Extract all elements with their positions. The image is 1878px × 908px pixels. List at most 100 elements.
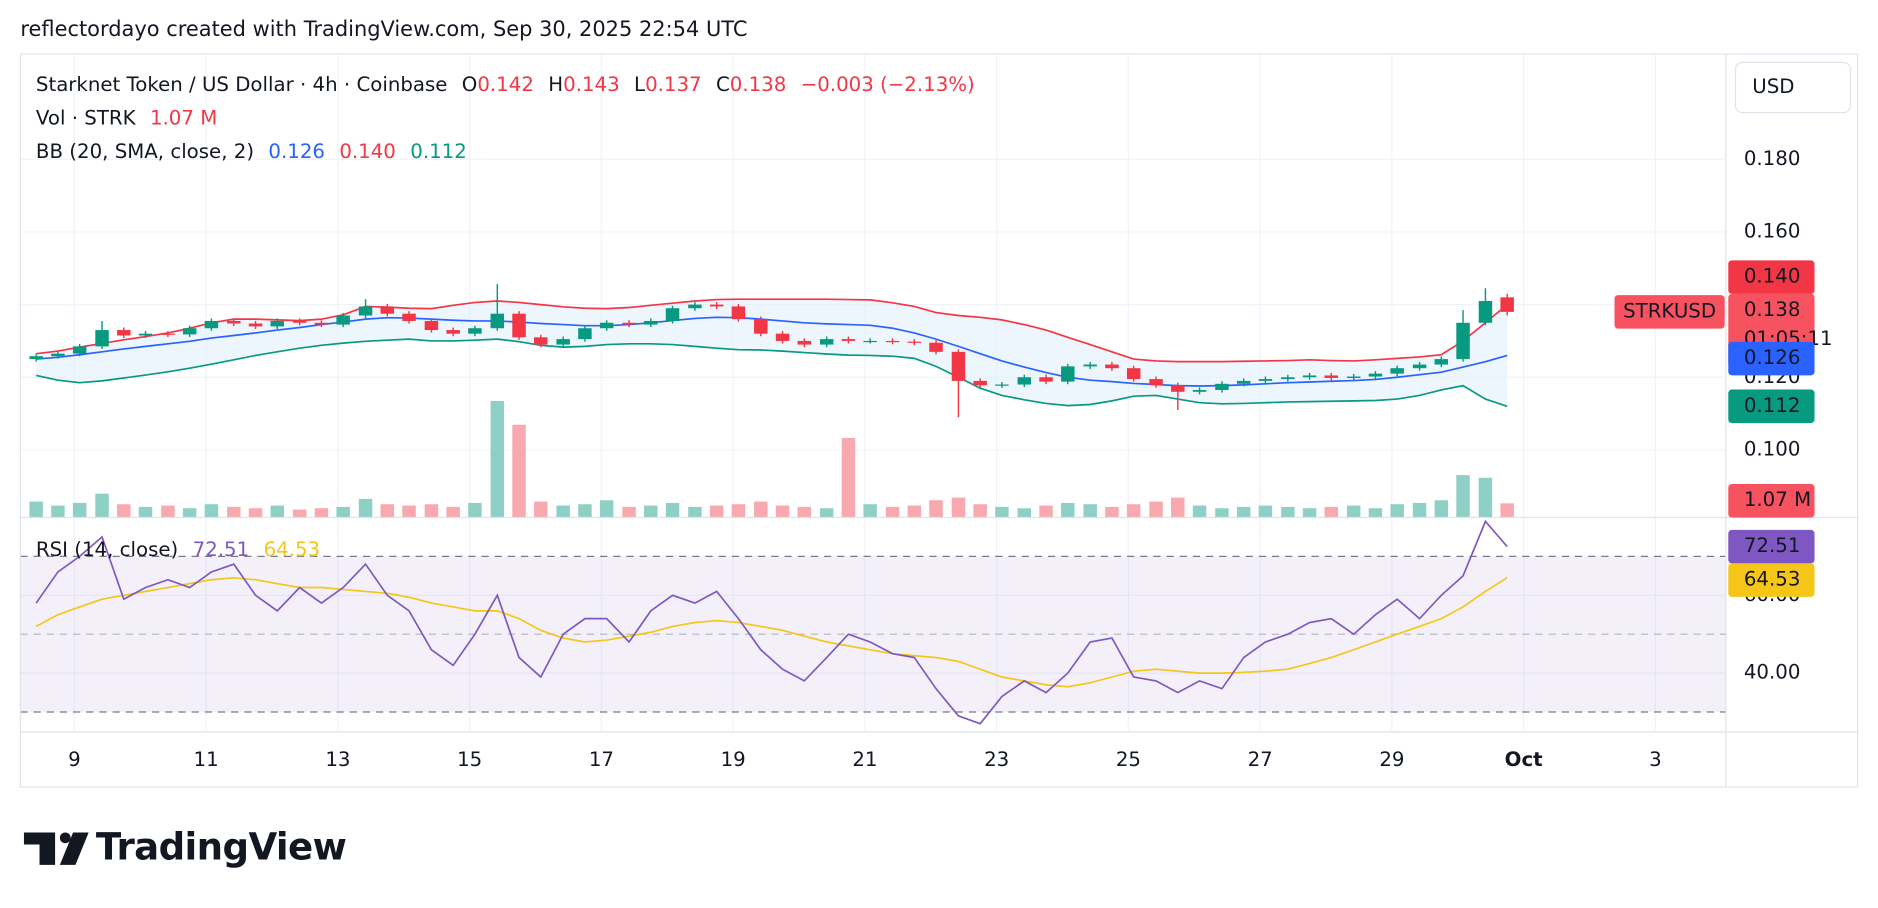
x-tick-label: 21 (852, 748, 877, 771)
candle-body (1456, 322, 1470, 360)
bb-upper-value: 0.140 (339, 140, 396, 163)
chart-frame (19, 53, 1859, 788)
candle-body (1149, 379, 1163, 386)
volume-bar (1324, 506, 1339, 518)
volume-bar (336, 506, 350, 518)
candle-body (599, 322, 614, 329)
volume-bar (754, 501, 768, 518)
volume-bar (512, 424, 526, 518)
volume-bar (622, 506, 636, 518)
candle-body (424, 320, 439, 331)
volume-bar (688, 506, 702, 518)
candle-body (402, 313, 416, 321)
volume-bar (951, 497, 966, 518)
volume-value: 1.07 M (150, 106, 217, 129)
candle-body (314, 322, 329, 325)
bb-basis-value: 0.126 (268, 140, 325, 163)
volume-bar (1017, 508, 1032, 518)
rsi-band (20, 556, 1726, 713)
rsi-pane (20, 519, 1726, 725)
volume-bar (380, 504, 395, 518)
legend-rsi: RSI (14, close) 72.51 64.53 (36, 537, 320, 560)
volume-bar (1061, 502, 1075, 518)
volume-bar (1039, 505, 1053, 518)
x-tick-label: Oct (1505, 748, 1543, 771)
candle-body (1105, 364, 1119, 369)
volume-bar (1478, 477, 1493, 518)
volume-bar (468, 502, 482, 518)
candle-body (819, 339, 834, 345)
x-tick-label: 25 (1116, 748, 1141, 771)
x-tick-label: 3 (1649, 748, 1662, 771)
volume-bar (775, 505, 790, 518)
volume-bar (1368, 508, 1383, 518)
volume-bar (314, 508, 329, 518)
candle-body (292, 320, 307, 323)
candle-body (1061, 366, 1075, 382)
x-tick-label: 9 (68, 748, 81, 771)
x-tick-label: 29 (1379, 748, 1404, 771)
currency-button[interactable] (1734, 61, 1852, 114)
volume-bar (995, 506, 1009, 518)
volume-bar (885, 506, 900, 518)
candle-body (1258, 379, 1273, 381)
candle-body (358, 306, 373, 316)
candle-body (1281, 377, 1295, 380)
rsi-badge-label: 72.51 (1744, 534, 1801, 557)
volume-name: Vol · STRK (36, 106, 137, 129)
volume-bar (1500, 503, 1514, 518)
logo: TradingView (23, 826, 347, 869)
rsi-line (35, 519, 1508, 725)
candle-body (622, 322, 636, 325)
candle-body (775, 333, 790, 341)
bb-name: BB (20, SMA, close, 2) (36, 140, 254, 163)
candle-body (1236, 380, 1251, 384)
bb-upper-line (36, 298, 1508, 363)
volume-bar (644, 505, 658, 518)
candle-body (138, 333, 153, 336)
volume-bar (1215, 508, 1229, 518)
volume-bar (248, 508, 263, 518)
volume-bar (599, 500, 614, 518)
ohlc-value: 0.137 (645, 73, 702, 96)
candle-body (863, 340, 877, 343)
volume-bar (95, 493, 109, 518)
volume-bar (863, 504, 877, 518)
volume-bar (161, 505, 175, 518)
candle-body (512, 313, 526, 338)
bb-lower-line (35, 338, 1508, 408)
volume-bar (490, 400, 505, 518)
volume-bar (358, 498, 373, 518)
bb-fill (36, 299, 1508, 407)
candle-body (1171, 385, 1185, 392)
symbol-tag (1614, 295, 1725, 329)
volume-bar (841, 438, 856, 518)
volume-bar (424, 504, 439, 518)
x-tick-label: 27 (1248, 748, 1273, 771)
volume-bar (204, 504, 219, 518)
ohlc-label: H (548, 73, 563, 96)
candle-body (578, 328, 592, 340)
candle-body (1302, 375, 1317, 378)
volume-bar (929, 500, 943, 518)
volume-bar (1258, 505, 1273, 518)
candle-body (1215, 383, 1229, 390)
volume-bar (117, 504, 131, 518)
candle-body (929, 342, 943, 352)
rsi-ma-badge-label: 64.53 (1744, 568, 1801, 591)
ohlc-label: C (716, 73, 730, 96)
candle-body (973, 380, 987, 386)
candle-body (117, 330, 131, 336)
candle-body (665, 308, 680, 321)
brand-name: TradingView (96, 826, 347, 869)
bb-lower-badge-label: 0.112 (1744, 394, 1801, 417)
candle-body (1346, 376, 1361, 378)
rsi-value: 72.51 (193, 537, 250, 560)
candle-body (380, 306, 395, 314)
currency[interactable]: USD (1752, 75, 1794, 98)
bb-basis-badge-label: 0.126 (1744, 346, 1801, 369)
candle-body (161, 333, 175, 335)
rsi-tick-label: 40.00 (1744, 661, 1801, 684)
